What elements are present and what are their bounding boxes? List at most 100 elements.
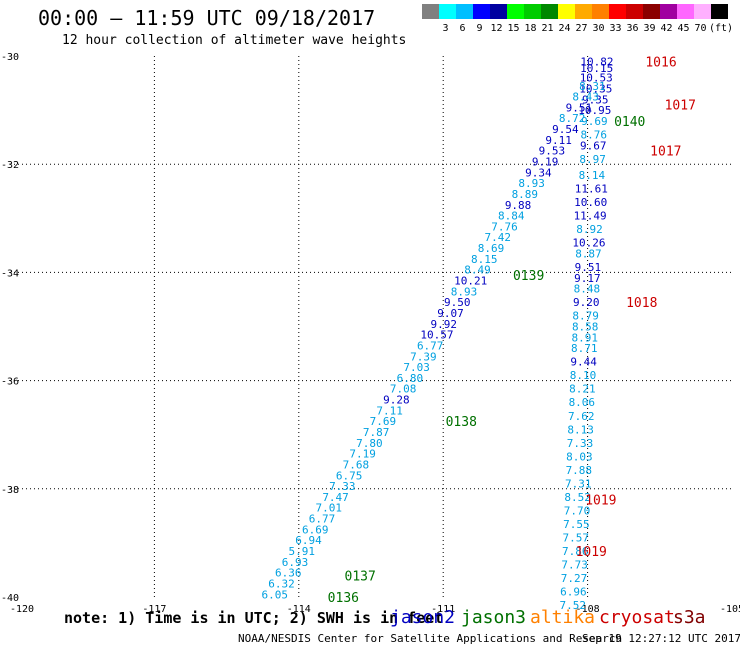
swh-value: 7.01 [316,502,343,515]
swh-value: 8.72 [559,112,586,125]
swh-value: 7.55 [563,518,590,531]
lon-tick-label: -114 [287,604,311,615]
swh-value: 6.80 [397,372,424,385]
swh-value: 8.58 [572,321,599,334]
lon-tick-label: -120 [10,604,34,615]
swh-value: 7.03 [403,361,430,374]
swh-value: 9.17 [574,272,601,285]
lat-tick-label: -36 [1,377,19,388]
swh-value: 7.33 [329,480,356,493]
swh-value: 8.49 [464,264,491,277]
swh-value: 9.20 [573,296,600,309]
scale-swatch [643,4,660,19]
swh-value: 8.84 [498,210,525,223]
swh-value: 9.51 [575,261,602,274]
pass-time-label: 1019 [585,494,616,509]
credit-line: NOAA/NESDIS Center for Satellite Applica… [238,632,623,645]
legend-cryosat: cryosat [599,607,675,628]
swh-value: 7.73 [561,559,588,572]
pass-time-label: 0138 [446,415,477,430]
scale-label: 3 [442,23,449,34]
scale-label: 30 [592,23,605,34]
scale-swatch [456,4,473,19]
swh-value: 7.42 [485,231,512,244]
swh-value: 7.76 [491,220,518,233]
scale-swatch [575,4,592,19]
swh-value: 11.49 [574,210,607,223]
swh-value: 9.07 [437,307,464,320]
scale-label: 45 [677,23,690,34]
pass-time-label: 0139 [513,269,544,284]
scale-swatch [541,4,558,19]
swh-value: 10.95 [578,104,611,117]
swh-value: 9.53 [539,145,566,158]
map-subtitle: 12 hour collection of altimeter wave hei… [62,33,407,48]
swh-value: 9.35 [582,93,609,106]
swh-value: 6.05 [261,588,288,601]
swh-value: 8.43 [572,91,599,104]
swh-value: 10.60 [574,196,607,209]
swh-value: 10.82 [580,55,613,68]
swh-value: 7.57 [563,531,590,544]
swh-value: 10.53 [580,72,613,85]
lat-tick-label: -34 [1,268,19,279]
scale-swatch [626,4,643,19]
swh-value: 7.47 [322,491,349,504]
lat-tick-label: -32 [1,160,19,171]
scale-label: 18 [524,23,537,34]
swh-value: 6.75 [336,469,363,482]
pass-time-label: 0137 [345,569,376,584]
swh-value: 7.68 [343,458,370,471]
scale-swatch [490,4,507,19]
generation-timestamp: Sep 19 12:27:12 UTC 2017 [582,632,740,645]
scale-swatch [558,4,575,19]
swh-value: 9.44 [570,356,597,369]
scale-label: 6 [459,23,466,34]
lat-tick-label: -30 [1,52,19,63]
scale-swatch [473,4,490,19]
swh-value: 7.33 [567,437,594,450]
scale-swatch [694,4,711,19]
legend-altika: altika [530,607,596,628]
footer-note: note: 1) Time is in UTC; 2) SWH is in fe… [64,609,444,627]
lon-tick-label: -108 [576,604,600,615]
swh-value: 7.70 [564,504,591,517]
swh-value: 9.50 [444,296,471,309]
map-title: 00:00 – 11:59 UTC 09/18/2017 [38,6,376,30]
scale-swatch [507,4,524,19]
swh-value: 9.67 [580,139,607,152]
scale-swatch [711,4,728,19]
swh-value: 10.35 [579,82,612,95]
lon-tick-label: -111 [431,604,455,615]
swh-value: 6.96 [560,586,587,599]
swh-value: 8.76 [580,128,607,141]
swh-value: 6.93 [282,556,309,569]
swh-value: 11.61 [575,183,608,196]
pass-time-label: 1016 [645,55,676,70]
swh-value: 10.15 [580,62,613,75]
swh-value: 7.27 [561,572,588,585]
swh-value: 8.10 [570,369,597,382]
swh-value: 8.71 [571,342,598,355]
pass-time-label: 1017 [650,145,681,160]
scale-swatch [524,4,541,19]
swh-value: 6.32 [268,577,295,590]
scale-label: 15 [507,23,520,34]
swh-value: 7.88 [566,464,593,477]
scale-label: 27 [575,23,588,34]
legend-s3a: s3a [673,607,706,628]
lon-tick-label: -105 [720,604,740,615]
swh-value: 7.86 [562,545,589,558]
scale-swatch [592,4,609,19]
swh-value: 9.11 [545,134,572,147]
scale-label: 24 [558,23,571,34]
swh-value: 5.91 [289,545,316,558]
swh-value: 7.69 [370,415,397,428]
legend-jason3: jason3 [461,607,527,628]
swh-value: 10.57 [420,329,453,342]
swh-value: 8.06 [569,396,596,409]
swh-value: 7.87 [363,426,390,439]
swh-value: 8.87 [575,247,602,260]
swh-value: 10.26 [572,237,605,250]
scale-label: 12 [490,23,503,34]
